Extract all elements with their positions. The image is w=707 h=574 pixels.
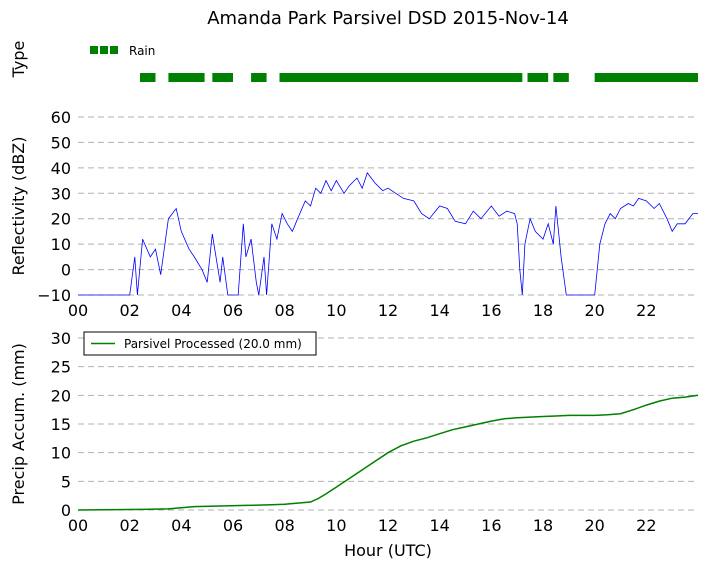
precip-xtick-4: 08 [274,516,294,535]
precip-xtick-8: 16 [481,516,501,535]
reflectivity-ylabel: Reflectivity (dBZ) [9,137,28,276]
refl-xtick-1: 02 [119,301,139,320]
refl-xtick-3: 06 [223,301,243,320]
precip-ytick-6: 0 [61,501,71,520]
reflectivity-xticks: 00 02 04 06 08 10 12 14 16 18 20 22 [68,301,657,320]
rain-bar-4 [279,73,523,82]
rain-bar-5 [527,73,549,82]
rain-legend-square-0 [90,46,98,54]
precip-xtick-10: 20 [584,516,604,535]
refl-xtick-11: 22 [636,301,656,320]
figure-title: Amanda Park Parsivel DSD 2015-Nov-14 [207,8,569,29]
precip-legend-label: Parsivel Processed (20.0 mm) [124,337,302,351]
precip-xtick-7: 14 [429,516,449,535]
precip-grid [78,337,698,511]
refl-ytick-1: 50 [51,133,71,152]
rain-legend-square-1 [100,46,108,54]
precip-line [77,394,699,511]
rain-bar-2 [212,73,233,82]
refl-xtick-5: 10 [326,301,346,320]
type-ylabel: Type [9,41,28,79]
refl-xtick-4: 08 [274,301,294,320]
precip-xtick-9: 18 [533,516,553,535]
precip-xlabel: Hour (UTC) [344,541,432,560]
rain-bar-6 [553,73,569,82]
precip-legend: Parsivel Processed (20.0 mm) [83,331,317,356]
refl-ytick-5: 10 [51,235,71,254]
precip-xtick-0: 00 [68,516,88,535]
reflectivity-line [78,172,698,296]
refl-xtick-7: 14 [429,301,449,320]
reflectivity-yticks: 60 50 40 30 20 10 0 −10 [37,108,71,305]
reflectivity-panel: Reflectivity (dBZ) 60 50 40 30 20 10 0 −10 00 02… [9,108,698,320]
precip-xtick-6: 12 [378,516,398,535]
precip-xtick-3: 06 [223,516,243,535]
precip-yticks: 30 25 20 15 10 5 0 [51,329,71,520]
precip-ylabel: Precip Accum. (mm) [9,343,28,505]
refl-ytick-0: 60 [51,108,71,127]
refl-ytick-7: −10 [37,286,71,305]
refl-xtick-8: 16 [481,301,501,320]
precip-ytick-0: 30 [51,329,71,348]
refl-ytick-2: 40 [51,159,71,178]
refl-xtick-6: 12 [378,301,398,320]
precip-xtick-1: 02 [119,516,139,535]
precip-xtick-2: 04 [171,516,191,535]
precip-ytick-4: 10 [51,444,71,463]
type-bars [140,73,698,82]
reflectivity-grid [78,116,698,296]
refl-ytick-6: 0 [61,261,71,280]
precip-panel: Precip Accum. (mm) 30 25 20 15 10 5 0 00 02 04 06… [9,329,699,560]
precip-xtick-5: 10 [326,516,346,535]
precip-xticks: 00 02 04 06 08 10 12 14 16 18 20 22 [68,516,657,535]
refl-ytick-4: 20 [51,210,71,229]
precip-xtick-11: 22 [636,516,656,535]
precip-ytick-1: 25 [51,358,71,377]
precip-ytick-5: 5 [61,472,71,491]
type-panel: Type Rain [9,41,698,82]
rain-bar-7 [594,73,698,82]
refl-ytick-3: 30 [51,184,71,203]
refl-xtick-10: 20 [584,301,604,320]
rain-bar-0 [140,73,156,82]
precip-ytick-3: 15 [51,415,71,434]
refl-xtick-2: 04 [171,301,191,320]
precip-ytick-2: 20 [51,386,71,405]
rain-bar-3 [251,73,267,82]
rain-legend-square-2 [110,46,118,54]
refl-xtick-0: 00 [68,301,88,320]
type-legend-swatch [90,46,118,54]
type-legend-label: Rain [129,44,155,58]
precip-legend-box [83,331,317,356]
rain-bar-1 [168,73,205,82]
refl-xtick-9: 18 [533,301,553,320]
type-legend: Rain [90,44,155,58]
